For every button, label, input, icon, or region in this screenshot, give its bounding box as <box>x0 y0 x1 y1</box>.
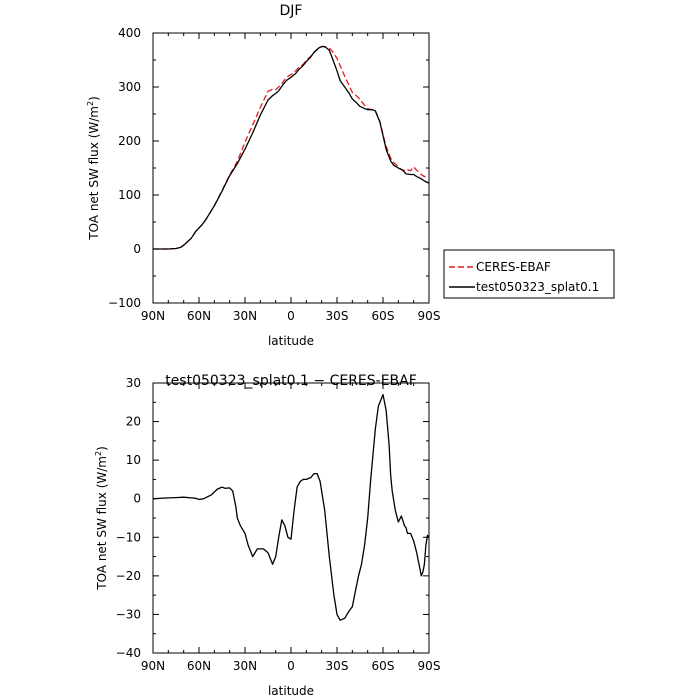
bottom-x-ticks: 90N 60N 30N 0 30S 60S 90S <box>141 383 441 673</box>
top-x-tick-label: 90N <box>141 309 165 323</box>
legend-box <box>443 249 615 299</box>
top-x-ticks: 90N 60N 30N 0 30S 60S 90S <box>141 33 441 323</box>
bottom-x-tick-label: 30N <box>233 659 257 673</box>
top-y-ticks: −100 0 100 200 300 400 <box>108 26 429 310</box>
bottom-y-tick-label: 30 <box>126 376 141 390</box>
top-x-tick-label: 60S <box>372 309 395 323</box>
legend: CERES-EBAF test050323_splat0.1 <box>443 249 615 299</box>
bottom-x-axis-label: latitude <box>268 684 314 698</box>
bottom-y-tick-label: 0 <box>133 492 141 506</box>
top-x-axis-label: latitude <box>268 334 314 348</box>
top-series-line-test050323-splat0-1 <box>153 45 430 250</box>
top-y-axis-label-close: ) <box>87 96 101 101</box>
bottom-x-tick-label: 90S <box>418 659 441 673</box>
bottom-series-group <box>152 393 430 621</box>
bottom-title: test050323_splat0.1 − CERES-EBAF <box>165 373 417 389</box>
bottom-y-tick-label: −40 <box>116 646 141 660</box>
bottom-y-axis-label: TOA net SW flux (W/m2) <box>94 446 109 591</box>
bottom-x-tick-label: 60N <box>187 659 211 673</box>
top-y-tick-label: 200 <box>118 134 141 148</box>
top-y-tick-label: 300 <box>118 80 141 94</box>
bottom-panel: test050323_splat0.1 − CERES-EBAF 90N 60N 3… <box>94 373 440 698</box>
bottom-y-tick-label: 20 <box>126 415 141 429</box>
bottom-y-tick-label: −20 <box>116 569 141 583</box>
bottom-y-tick-label: 10 <box>126 453 141 467</box>
top-y-axis-label-main: TOA net SW flux (W/m <box>87 106 101 241</box>
top-x-tick-label: 90S <box>418 309 441 323</box>
legend-label-ceres: CERES-EBAF <box>476 260 551 274</box>
bottom-y-axis-label-main: TOA net SW flux (W/m <box>95 456 109 591</box>
top-y-axis-label: TOA net SW flux (W/m2) <box>86 96 101 241</box>
bottom-y-tick-label: −10 <box>116 530 141 544</box>
top-title: DJF <box>280 3 303 19</box>
bottom-x-tick-label: 0 <box>287 659 295 673</box>
legend-label-test: test050323_splat0.1 <box>476 280 599 294</box>
bottom-y-axis-label-sup: 2 <box>94 451 103 456</box>
top-x-tick-label: 30N <box>233 309 257 323</box>
top-y-tick-label: 100 <box>118 188 141 202</box>
bottom-x-tick-label: 90N <box>141 659 165 673</box>
bottom-y-axis-label-close: ) <box>95 446 109 451</box>
top-series-group <box>153 45 430 250</box>
bottom-x-tick-label: 30S <box>326 659 349 673</box>
bottom-y-tick-label: −30 <box>116 607 141 621</box>
top-panel: DJF 90N 60N 30N 0 30S 60S 90S −100 0 100 200 300 40… <box>86 3 615 348</box>
top-x-tick-label: 60N <box>187 309 211 323</box>
top-x-tick-label: 0 <box>287 309 295 323</box>
top-y-tick-label: 400 <box>118 26 141 40</box>
bottom-x-tick-label: 60S <box>372 659 395 673</box>
top-y-tick-label: 0 <box>133 242 141 256</box>
top-y-tick-label: −100 <box>108 296 141 310</box>
top-y-axis-label-sup: 2 <box>86 101 95 106</box>
top-x-tick-label: 30S <box>326 309 349 323</box>
bottom-series-line-difference <box>152 393 430 621</box>
bottom-y-ticks: −40 −30 −20 −10 0 10 20 30 <box>116 376 429 660</box>
